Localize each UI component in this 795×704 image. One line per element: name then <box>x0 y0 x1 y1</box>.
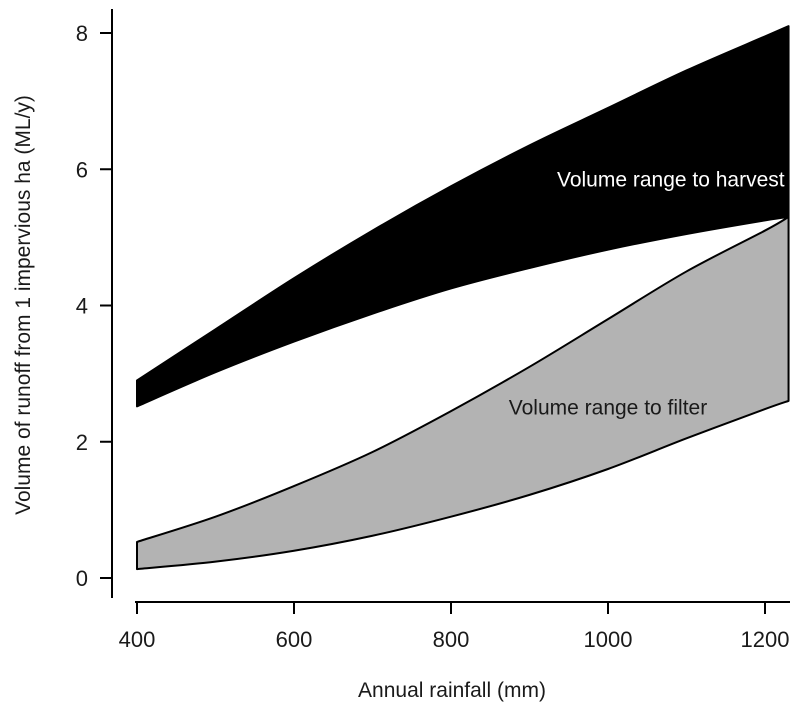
band-2 <box>136 215 790 571</box>
y-tick-label: 6 <box>76 157 88 182</box>
band-2-annotation: Volume range to filter <box>509 397 707 420</box>
band-1 <box>136 25 790 408</box>
annotations-group: Volume range to harvest Volume range to f… <box>509 168 785 419</box>
x-tick-label: 1200 <box>741 627 790 652</box>
x-tick-label: 400 <box>119 627 156 652</box>
y-axis-title: Volume of runoff from 1 impervious ha (M… <box>12 95 35 515</box>
y-tick-label: 8 <box>76 21 88 46</box>
y-tick-label: 4 <box>76 294 88 319</box>
y-tick-label: 0 <box>76 566 88 591</box>
x-axis-title: Annual rainfall (mm) <box>358 679 546 702</box>
bands-group <box>136 25 790 571</box>
band-1-annotation: Volume range to harvest <box>557 168 785 191</box>
axes-group: 0 2 4 6 8 400 600 800 1000 1200 <box>76 9 790 652</box>
x-tick-label: 600 <box>276 627 313 652</box>
x-tick-label: 800 <box>433 627 470 652</box>
x-tick-label: 1000 <box>584 627 633 652</box>
y-tick-label: 2 <box>76 430 88 455</box>
